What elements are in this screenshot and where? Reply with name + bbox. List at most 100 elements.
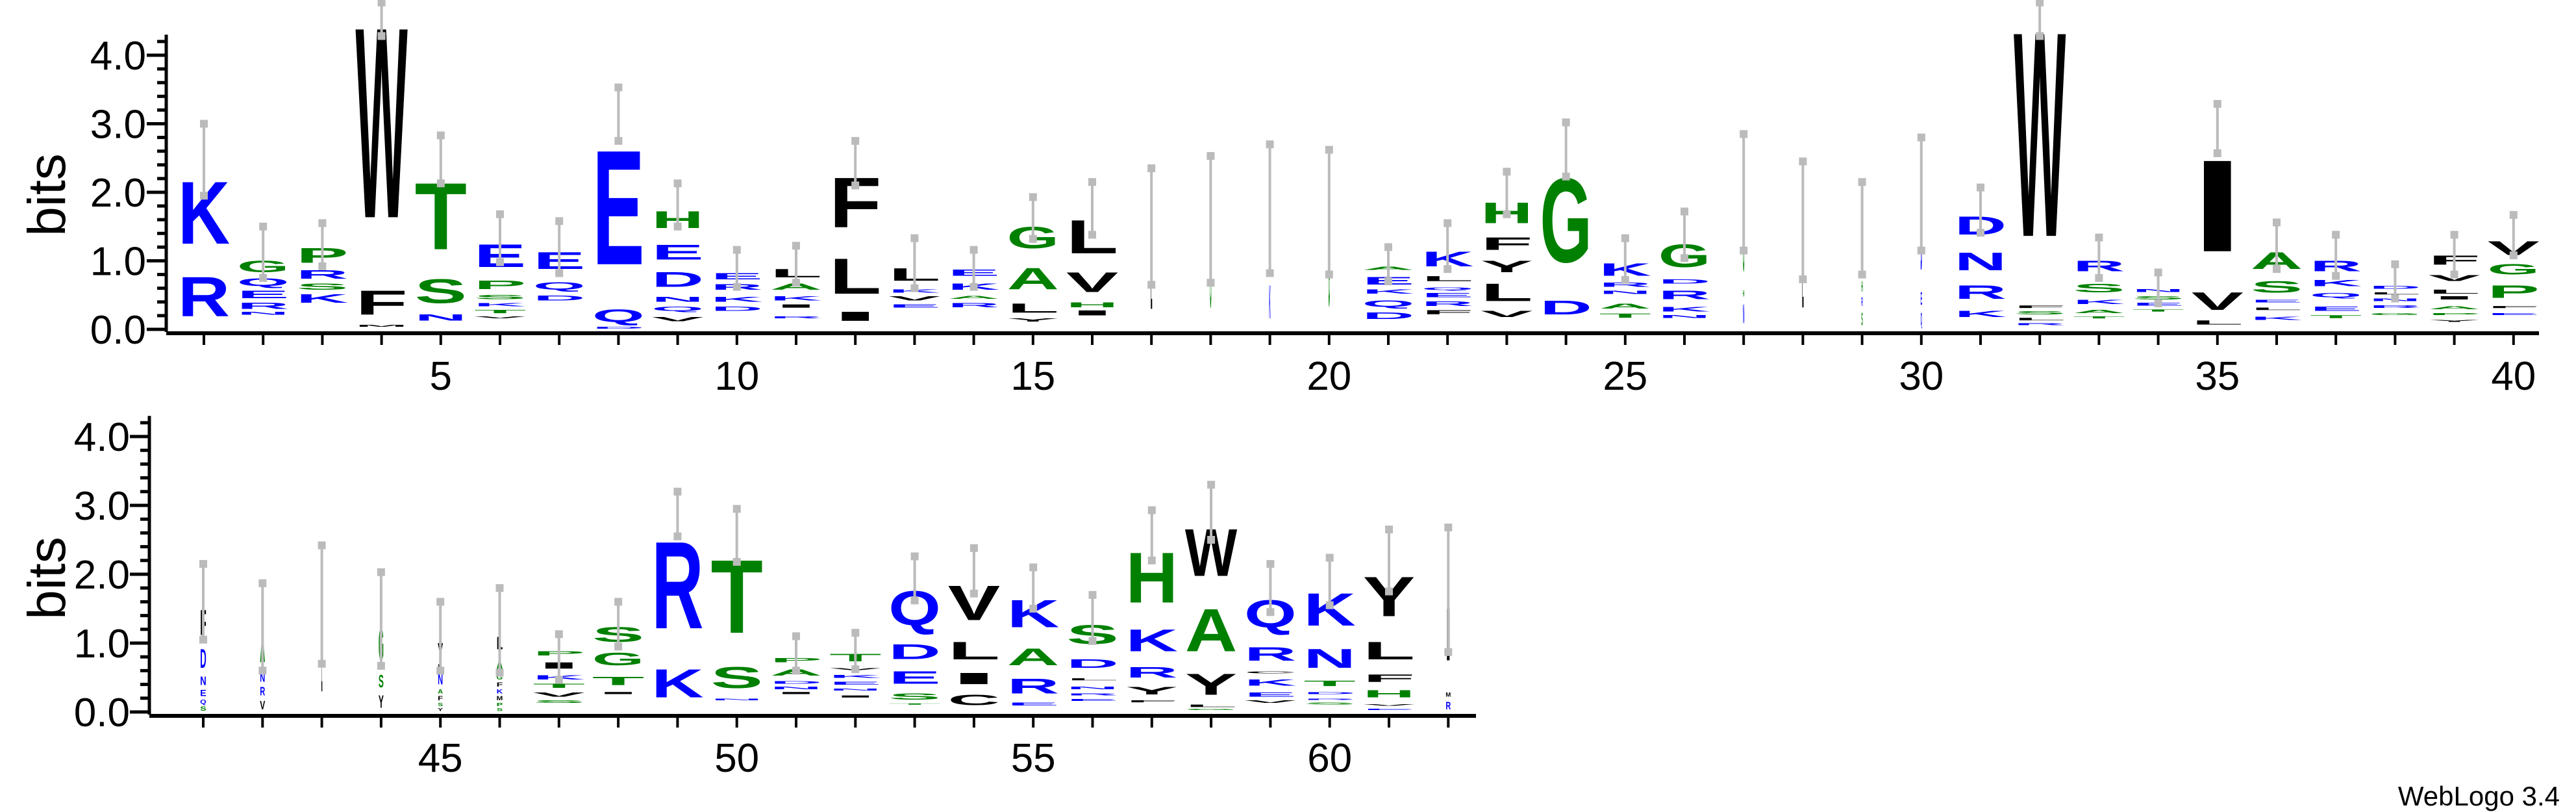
- logo-letter: D: [651, 268, 703, 292]
- error-bar-cap: [555, 217, 564, 225]
- logo-letter: E: [651, 240, 703, 264]
- logo-letter: N: [770, 686, 822, 690]
- logo-letter: P: [474, 278, 526, 291]
- logo-letter: R: [296, 268, 348, 281]
- logo-letter: R: [1421, 300, 1473, 307]
- error-bar-cap: [1562, 118, 1570, 127]
- logo-letter: L: [948, 637, 1000, 665]
- error-bar-cap: [2095, 233, 2103, 242]
- error-bar-cap: [1444, 648, 1453, 656]
- logo-letter: R: [1861, 295, 1863, 309]
- error-bar-cap: [259, 222, 268, 231]
- logo-letter: Q: [200, 698, 206, 705]
- logo-letter: L: [1481, 279, 1532, 307]
- x-tick-label: 20: [1307, 354, 1351, 399]
- logo-letter: T: [533, 683, 585, 689]
- y-tick-label: 4.0: [74, 415, 130, 460]
- logo-letter: S: [2073, 282, 2125, 295]
- error-bar-cap: [495, 668, 504, 677]
- error-bar-cap: [1740, 130, 1748, 138]
- logo-letter: V: [260, 699, 266, 712]
- logo-letter: I: [829, 309, 881, 324]
- logo-letter: E: [1007, 702, 1059, 706]
- logo-letter: T: [2310, 314, 2362, 319]
- error-bar-cap: [1799, 275, 1807, 283]
- logo-letter: N: [438, 671, 443, 687]
- error-bar-cap: [2273, 265, 2281, 273]
- logo-letter: R: [1007, 674, 1059, 698]
- logo-letter: P: [497, 702, 503, 707]
- logo-letter: S: [296, 282, 348, 292]
- logo-letter: K: [1362, 288, 1414, 295]
- logo-letter: N: [1658, 314, 1710, 319]
- error-bar-cap: [2036, 32, 2044, 40]
- error-bar-cap: [1444, 265, 1452, 273]
- error-bar-cap: [1029, 605, 1038, 613]
- error-bar-cap: [258, 579, 267, 587]
- logo-letter: R: [1599, 281, 1651, 288]
- logo-letter: E: [888, 667, 940, 687]
- y-tick-label: 3.0: [74, 484, 130, 529]
- logo-letter: Q: [651, 305, 703, 312]
- x-tick-label: 5: [430, 354, 452, 399]
- logo-letter: N: [1304, 644, 1356, 674]
- logo-letter: G: [2369, 312, 2421, 316]
- error-bar-cap: [1444, 219, 1452, 227]
- error-bar-cap: [1207, 152, 1215, 160]
- logo-letter: F: [2014, 305, 2066, 309]
- logo-letter: S: [1304, 702, 1356, 705]
- logo-letter: Q: [237, 276, 289, 288]
- logo-letter: Y: [2428, 319, 2480, 322]
- logo-letter: D: [1304, 691, 1356, 694]
- error-bar-cap: [1147, 164, 1156, 173]
- error-bar-cap: [377, 32, 386, 40]
- logo-letter: R: [947, 302, 999, 309]
- logo-letter: Q: [2310, 292, 2362, 298]
- error-bar-cap: [1384, 243, 1392, 251]
- logo-letter: N: [711, 698, 763, 701]
- error-bar-cap: [1029, 235, 1037, 243]
- logo-letter: C: [1244, 670, 1296, 674]
- logo-letter: V: [474, 316, 526, 319]
- error-bar-cap: [1029, 563, 1038, 572]
- logo-letter: E: [2310, 305, 2362, 312]
- logo-letter: I: [948, 670, 1000, 688]
- x-tick-label: 15: [1010, 354, 1055, 399]
- error-bar-cap: [1325, 146, 1333, 154]
- logo-letter: F: [1481, 234, 1532, 254]
- error-bar-cap: [436, 666, 445, 675]
- error-bar-cap: [851, 665, 860, 674]
- y-tick-label: 3.0: [90, 103, 146, 147]
- logo-letter: E: [200, 689, 206, 698]
- x-tick-label: 55: [1011, 736, 1056, 781]
- logo-letter: Y: [379, 692, 384, 712]
- y-tick-label: 2.0: [90, 171, 146, 216]
- error-bar-cap: [1681, 254, 1688, 262]
- error-bar-cap: [1325, 270, 1333, 279]
- error-bar-cap: [199, 560, 207, 568]
- error-bar-cap: [910, 552, 919, 561]
- logo-letter: A: [2428, 305, 2480, 310]
- error-bar-cap: [851, 629, 860, 637]
- logo-letter: V: [1363, 704, 1415, 706]
- error-bar-cap: [2450, 270, 2458, 279]
- error-bar-cap: [910, 234, 919, 242]
- logo-letter: I: [770, 691, 822, 694]
- logo-letter: F: [497, 681, 503, 688]
- logo-letter: N: [651, 296, 703, 303]
- logo-letter: R: [1066, 692, 1118, 696]
- logo-letter: L: [2428, 288, 2480, 295]
- logo-letter: E: [888, 303, 940, 309]
- error-bar-cap: [318, 541, 326, 550]
- logo-letter: Y: [1007, 317, 1059, 322]
- logo-letter: L: [829, 247, 881, 304]
- error-bar-cap: [2213, 149, 2221, 157]
- logo-letter: S: [474, 294, 526, 300]
- logo-letter: R: [1445, 700, 1451, 713]
- error-bar-cap: [1325, 601, 1334, 609]
- logo-letter: W: [355, 0, 408, 275]
- error-bar-cap: [1207, 536, 1216, 544]
- error-bar-cap: [851, 181, 860, 190]
- error-bar-cap: [969, 589, 978, 598]
- logo-letter: V: [1066, 267, 1119, 298]
